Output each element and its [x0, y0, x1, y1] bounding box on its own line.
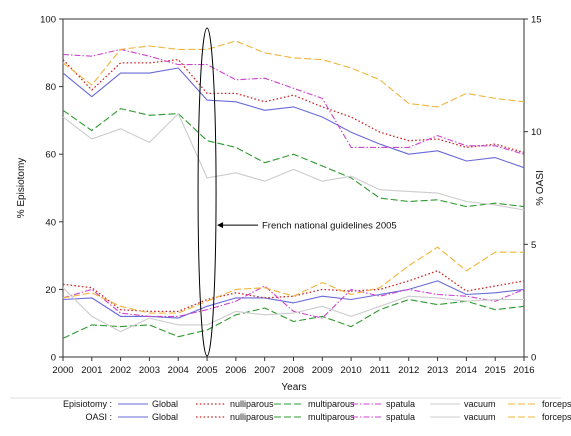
x-tick-label: 2012: [398, 365, 419, 376]
x-tick-label: 2013: [427, 365, 448, 376]
x-tick-label: 2008: [283, 365, 304, 376]
legend-entry-label: spatula: [386, 412, 415, 422]
y-right-tick-label: 15: [531, 15, 542, 26]
legend-entry-label: vacuum: [464, 399, 496, 409]
y-left-tick-label: 80: [45, 82, 56, 93]
legend-entry-label: nulliparous: [230, 399, 274, 409]
legend-entry-label: forceps: [542, 399, 571, 409]
y-left-tick-label: 20: [45, 285, 56, 296]
legend-entry-label: multiparous: [308, 399, 355, 409]
series-line-episiotomy-spatula: [62, 48, 525, 155]
legend-entry-label: Global: [152, 399, 178, 409]
y-left-tick-label: 0: [51, 353, 56, 364]
series-line-oasi-global: [62, 280, 525, 319]
x-tick-label: 2006: [225, 365, 246, 376]
legend-entry-label: nulliparous: [230, 412, 274, 422]
x-tick-label: 2015: [485, 365, 506, 376]
x-tick-label: 2007: [254, 365, 275, 376]
series-line-episiotomy-global: [62, 67, 525, 169]
series-line-episiotomy-vacuum: [62, 113, 525, 211]
y-left-tick-label: 60: [45, 150, 56, 161]
series-line-oasi-spatula: [62, 285, 525, 319]
x-tick-label: 2003: [139, 365, 160, 376]
legend-row-prefix: Episiotomy :: [63, 399, 112, 409]
y-left-tick-label: 40: [45, 217, 56, 228]
legend-entry-label: forceps: [542, 412, 571, 422]
x-tick-label: 2001: [81, 365, 102, 376]
series-line-oasi-vacuum: [62, 287, 524, 333]
x-tick-label: 2016: [513, 365, 534, 376]
y-right-tick-label: 5: [531, 240, 536, 251]
x-tick-label: 2000: [52, 365, 73, 376]
x-tick-label: 2014: [456, 365, 477, 376]
series-line-oasi-multiparous: [62, 298, 525, 339]
annotation-arrowhead: [217, 222, 224, 229]
legend-entry-label: multiparous: [308, 412, 355, 422]
legend-entry-label: vacuum: [464, 412, 496, 422]
x-tick-label: 2004: [168, 365, 189, 376]
series-line-episiotomy-multiparous: [62, 108, 525, 208]
x-tick-label: 2009: [312, 365, 333, 376]
x-tick-label: 2011: [370, 365, 390, 376]
annotation-text: French national guidelines 2005: [262, 221, 397, 232]
series-line-oasi-nulliparous: [62, 270, 525, 313]
legend-row-prefix: OASI :: [85, 412, 112, 422]
plot-area-frame: [62, 18, 525, 358]
legend-entry-label: spatula: [386, 399, 415, 409]
x-tick-label: 2010: [341, 365, 362, 376]
y-right-tick-label: 10: [531, 127, 542, 138]
series-line-oasi-forceps: [62, 246, 524, 314]
legend-entry-label: Global: [152, 412, 178, 422]
x-tick-label: 2002: [110, 365, 131, 376]
y-axis-label-right: % OASI: [535, 170, 546, 206]
series-line-episiotomy-forceps: [62, 40, 525, 108]
y-right-tick-label: 0: [531, 353, 536, 364]
y-axis-label-left: % Episiotomy: [16, 158, 27, 219]
guideline-highlight-ellipse: [197, 27, 217, 357]
x-axis-label: Years: [281, 382, 306, 393]
y-left-tick-label: 100: [40, 15, 56, 26]
x-tick-label: 2005: [196, 365, 217, 376]
